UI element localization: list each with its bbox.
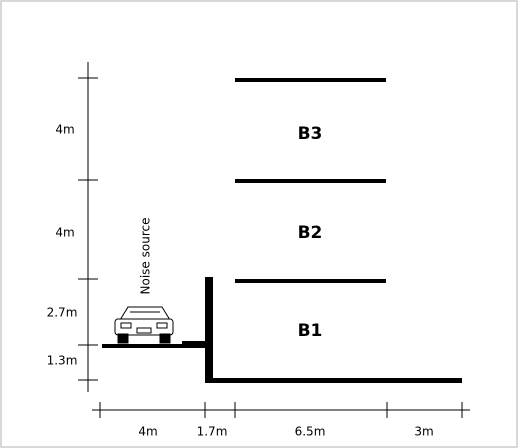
dimension-label: 1.7m [197, 425, 228, 439]
dimension-label: 3m [414, 425, 433, 439]
dimension-label: 4m [55, 226, 74, 240]
dimension-label: 1.3m [47, 354, 78, 368]
dimension-label: 2.7m [47, 306, 78, 320]
horizontal-axis [92, 402, 470, 418]
level-label: B1 [298, 321, 323, 341]
car-icon [114, 306, 174, 344]
barrier [102, 277, 462, 383]
floors [235, 78, 386, 283]
dimension-label: 6.5m [295, 425, 326, 439]
dimension-label: 4m [55, 123, 74, 137]
level-label: B2 [298, 223, 323, 243]
dimension-label: 4m [138, 425, 157, 439]
level-label: B3 [298, 124, 323, 144]
source-label: Noise source [139, 218, 153, 295]
vertical-axis [78, 62, 98, 392]
